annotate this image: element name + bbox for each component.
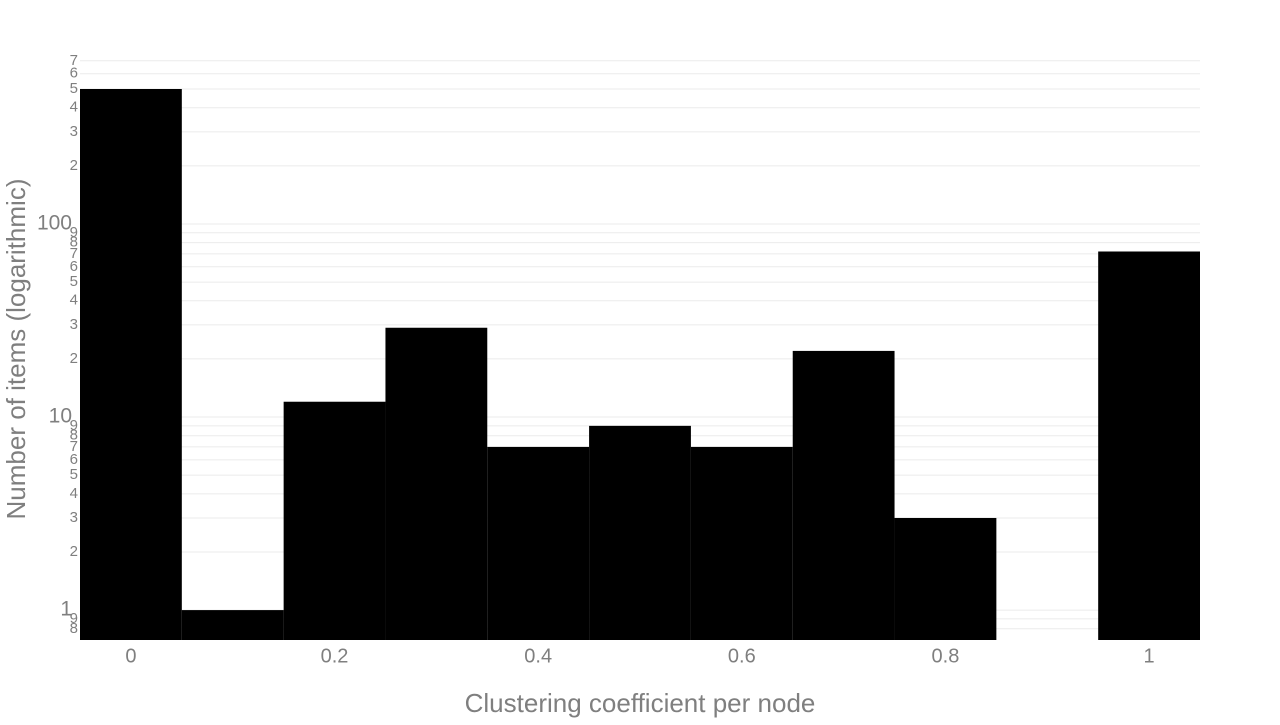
x-tick-label: 0.8 [932, 645, 960, 667]
y-tick-label: 5 [70, 273, 78, 290]
x-tick-label: 0.6 [728, 645, 756, 667]
x-tick-label: 1 [1144, 645, 1155, 667]
x-axis-title: Clustering coefficient per node [465, 688, 816, 718]
bar [894, 517, 997, 640]
y-tick-label: 5 [70, 80, 78, 97]
bar [181, 610, 284, 640]
y-tick-label: 2 [70, 157, 78, 174]
y-tick-label: 3 [70, 509, 78, 526]
bar [385, 327, 488, 640]
bar [283, 401, 386, 640]
y-tick-label: 4 [70, 485, 78, 502]
bar [792, 350, 895, 640]
y-tick-label: 2 [70, 543, 78, 560]
x-tick-label: 0 [125, 645, 136, 667]
y-tick-label: 3 [70, 316, 78, 333]
y-tick-label: 8 [70, 234, 78, 251]
grid [80, 60, 1200, 630]
bar [589, 425, 691, 640]
bar [690, 446, 793, 640]
y-tick-label: 2 [70, 350, 78, 367]
bar [1098, 251, 1200, 640]
y-tick-label: 9 [70, 417, 78, 434]
y-axis-title: Number of items (logarithmic) [1, 179, 31, 520]
y-tick-label: 6 [70, 258, 78, 275]
y-tick-label: 10 [49, 405, 72, 428]
y-tick-label: 3 [70, 123, 78, 140]
y-tick-label: 7 [70, 245, 78, 262]
y-tick-label: 8 [70, 427, 78, 444]
y-tick-label: 100 [37, 211, 72, 234]
y-tick-label: 1 [60, 598, 72, 621]
x-tick-label: 0.2 [321, 645, 349, 667]
bars [80, 88, 1200, 640]
x-tick-label: 0.4 [524, 645, 552, 667]
bar [487, 446, 590, 640]
y-tick-label: 9 [70, 610, 78, 627]
y-tick-label: 6 [70, 451, 78, 468]
y-tick-label: 6 [70, 65, 78, 82]
bar [80, 88, 182, 640]
y-tick-label: 4 [70, 292, 78, 309]
y-tick-label: 9 [70, 224, 78, 241]
y-tick-label: 8 [70, 620, 78, 637]
y-tick-label: 7 [70, 438, 78, 455]
y-tick-label: 4 [70, 99, 78, 116]
y-tick-label: 7 [70, 52, 78, 69]
y-tick-label: 5 [70, 466, 78, 483]
